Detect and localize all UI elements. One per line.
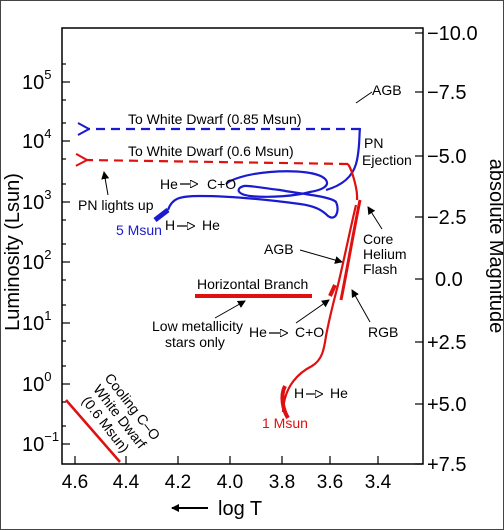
annotations: AGB To White Dwarf (0.85 Msun) To White … <box>78 82 412 431</box>
label-pn-2: Ejection <box>362 152 412 168</box>
track-1msun-agb <box>339 199 362 301</box>
arrow-pn-lights-up <box>101 171 110 196</box>
label-1msun: 1 Msun <box>262 415 308 431</box>
arrow-low-met <box>214 300 246 319</box>
ytick-right-2: −5.0 <box>427 146 466 168</box>
bottom-axis-labels: 4.6 4.4 4.2 4.0 3.8 3.6 3.4 <box>62 472 392 493</box>
cooling-wd-line <box>65 399 121 463</box>
ytick-left-2: 103 <box>22 187 51 214</box>
track-5msun <box>153 127 362 222</box>
track-1msun-ms <box>280 385 290 420</box>
ytick-right-6: +5.0 <box>427 394 466 416</box>
label-he-red: He <box>330 385 348 401</box>
track-1msun-to-wd <box>86 160 349 164</box>
track-5msun-agb <box>325 127 362 192</box>
ytick-left-0: 105 <box>22 67 51 94</box>
label-horizontal-branch: Horizontal Branch <box>197 276 308 292</box>
label-pn-1: PN <box>364 135 383 151</box>
track-1msun-clump <box>328 284 337 297</box>
track-5msun-loop <box>166 170 339 219</box>
ytick-right-5: +2.5 <box>427 332 466 354</box>
xtick-0: 4.6 <box>62 472 88 493</box>
label-core-2: Helium <box>363 246 407 262</box>
ytick-right-4: 0.0 <box>435 269 463 291</box>
left-axis-labels: 105 104 103 102 101 100 10−1 <box>22 67 59 456</box>
label-rgb: RGB <box>368 324 398 340</box>
label-he-blue: He <box>202 217 220 233</box>
xtick-6: 3.4 <box>365 472 392 493</box>
label-co-bottom: C+O <box>295 324 324 340</box>
label-to-wd-06: To White Dwarf (0.6 Msun) <box>128 143 294 159</box>
label-h-blue: H <box>165 217 175 233</box>
track-1msun-rgb <box>281 204 358 413</box>
xtick-1: 4.4 <box>113 472 140 493</box>
arrow-rgb <box>351 289 371 323</box>
leader-agb-top <box>355 91 373 104</box>
right-axis-ticks <box>415 32 423 465</box>
label-to-wd-085: To White Dwarf (0.85 Msun) <box>128 111 302 127</box>
xtick-5: 3.6 <box>317 472 343 493</box>
ytick-right-1: −7.5 <box>427 82 466 104</box>
label-low-met-1: Low metallicity <box>152 318 243 334</box>
xtick-2: 4.2 <box>165 472 191 493</box>
track-1msun <box>280 163 362 420</box>
xtick-4: 3.8 <box>269 472 295 493</box>
ytick-right-0: −10.0 <box>427 23 478 45</box>
left-axis-ticks <box>62 63 70 445</box>
ytick-left-3: 102 <box>22 247 51 274</box>
label-he-bottom: He <box>249 324 267 340</box>
plot-frame <box>61 27 424 465</box>
label-co-top: C+O <box>207 176 236 192</box>
track-1msun-agb-top <box>347 163 359 201</box>
label-agb-top: AGB <box>372 82 402 98</box>
arrow-core-flash <box>367 206 383 230</box>
bottom-axis-ticks <box>74 456 379 464</box>
label-pn-lights-up: PN lights up <box>78 197 154 213</box>
x-axis-title: log T <box>218 498 262 520</box>
label-5msun: 5 Msun <box>116 222 162 238</box>
label-h-red: H <box>294 385 304 401</box>
y-axis-right-title: absolute Magnitude <box>485 159 504 334</box>
label-he-top: He <box>160 176 178 192</box>
label-low-met-2: stars only <box>165 334 225 350</box>
ytick-right-7: +7.5 <box>427 454 466 476</box>
arrow-co-bottom <box>295 299 330 324</box>
ytick-left-4: 101 <box>22 308 51 335</box>
label-core-1: Core <box>363 231 394 247</box>
y-axis-left-title: Luminosity (Lsun) <box>2 173 24 331</box>
arrow-agb-mid <box>299 249 343 264</box>
xtick-3: 4.0 <box>217 472 243 493</box>
label-core-3: Flash <box>363 261 397 277</box>
track-5msun-ms <box>153 208 170 222</box>
ytick-left-1: 104 <box>22 126 51 153</box>
label-agb-mid: AGB <box>264 241 294 257</box>
right-axis-labels: −10.0 −7.5 −5.0 −2.5 0.0 +2.5 +5.0 +7.5 <box>427 23 478 476</box>
ytick-right-3: −2.5 <box>427 207 466 229</box>
ytick-left-5: 100 <box>22 369 51 396</box>
ytick-left-6: 10−1 <box>22 429 59 456</box>
label-cooling-wd: Cooling C–O White Dwarf (0.6 Msun) <box>79 370 164 455</box>
